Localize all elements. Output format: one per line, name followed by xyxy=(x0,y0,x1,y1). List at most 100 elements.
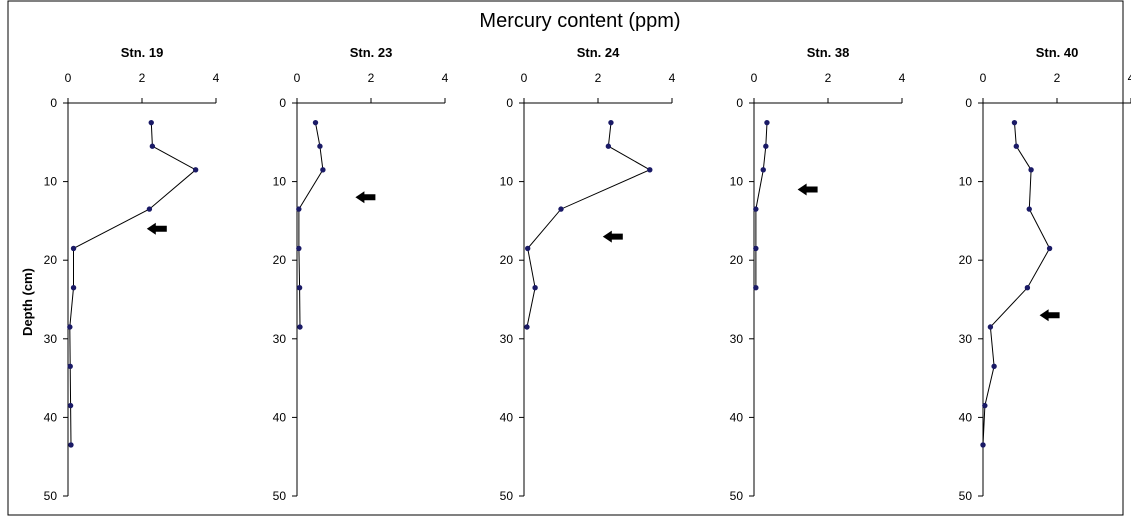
y-tick-label: 0 xyxy=(279,96,286,110)
y-tick-label: 30 xyxy=(959,332,973,346)
series-line xyxy=(755,122,768,288)
arrow-marker xyxy=(602,230,623,243)
x-tick-label: 0 xyxy=(65,71,72,85)
data-point xyxy=(1011,119,1018,126)
x-tick-label: 0 xyxy=(294,71,301,85)
data-point xyxy=(991,363,997,370)
x-tick-label: 0 xyxy=(521,71,528,85)
y-tick-label: 10 xyxy=(273,175,287,189)
data-point xyxy=(1028,167,1034,173)
data-point xyxy=(1046,245,1053,252)
y-tick-label: 40 xyxy=(44,410,58,424)
x-tick-label: 2 xyxy=(825,71,832,85)
data-point xyxy=(753,245,759,252)
data-point xyxy=(70,285,77,291)
y-tick-label: 10 xyxy=(44,175,58,189)
y-tick-label: 40 xyxy=(500,410,514,424)
data-point xyxy=(753,285,759,291)
y-tick-label: 50 xyxy=(730,489,744,503)
x-tick-label: 4 xyxy=(669,71,676,85)
arrow-marker xyxy=(146,222,167,235)
data-point xyxy=(149,143,156,149)
panel-title: Stn. 19 xyxy=(121,45,164,60)
figure-frame xyxy=(7,0,1124,516)
data-point xyxy=(312,119,319,126)
data-point xyxy=(608,119,614,126)
y-tick-label: 10 xyxy=(730,175,744,189)
x-tick-label: 0 xyxy=(751,71,758,85)
y-tick-label: 20 xyxy=(959,253,973,267)
y-tick-label: 30 xyxy=(500,332,514,346)
data-point xyxy=(70,245,77,252)
data-point xyxy=(297,324,303,330)
data-point xyxy=(980,442,986,448)
y-tick-label: 0 xyxy=(506,96,513,110)
y-axis-label: Depth (cm) xyxy=(20,268,35,336)
data-point xyxy=(763,143,769,149)
x-tick-label: 4 xyxy=(442,71,449,85)
y-tick-label: 0 xyxy=(965,96,972,110)
panel-title: Stn. 38 xyxy=(807,45,850,60)
y-tick-label: 50 xyxy=(959,489,973,503)
x-tick-label: 2 xyxy=(368,71,375,85)
y-tick-label: 10 xyxy=(959,175,973,189)
data-point xyxy=(67,363,73,370)
x-tick-label: 0 xyxy=(980,71,987,85)
y-tick-label: 40 xyxy=(730,410,744,424)
y-tick-label: 40 xyxy=(959,410,973,424)
arrow-marker xyxy=(797,183,818,196)
x-tick-label: 2 xyxy=(139,71,146,85)
y-tick-label: 50 xyxy=(44,489,58,503)
data-point xyxy=(192,167,199,173)
data-point xyxy=(982,402,988,409)
data-point xyxy=(605,143,612,149)
data-point xyxy=(317,143,323,149)
panel-title: Stn. 23 xyxy=(350,45,393,60)
arrow-marker xyxy=(355,191,376,204)
data-point xyxy=(760,167,766,173)
data-point xyxy=(296,206,302,212)
x-tick-label: 4 xyxy=(899,71,906,85)
data-point xyxy=(987,324,994,330)
arrow-marker xyxy=(1039,309,1060,322)
y-tick-label: 20 xyxy=(500,253,514,267)
x-tick-label: 4 xyxy=(1128,71,1131,85)
data-point xyxy=(296,245,302,252)
panel-5: Stn. 4002401020304050 xyxy=(959,45,1131,503)
data-point xyxy=(764,119,770,126)
data-point xyxy=(524,324,530,330)
y-tick-label: 20 xyxy=(730,253,744,267)
data-point xyxy=(753,206,759,212)
data-point xyxy=(67,402,74,409)
data-point xyxy=(320,167,326,173)
data-point xyxy=(1024,285,1031,291)
y-tick-label: 0 xyxy=(50,96,57,110)
y-tick-label: 50 xyxy=(500,489,514,503)
x-tick-label: 2 xyxy=(1054,71,1061,85)
chart-title: Mercury content (ppm) xyxy=(479,10,680,32)
series-line xyxy=(69,122,197,445)
data-point xyxy=(558,206,564,212)
y-tick-label: 30 xyxy=(730,332,744,346)
y-tick-label: 20 xyxy=(44,253,58,267)
data-point xyxy=(67,324,73,330)
series-line xyxy=(982,122,1051,445)
y-tick-label: 30 xyxy=(44,332,58,346)
y-tick-label: 50 xyxy=(273,489,287,503)
data-point xyxy=(525,245,531,252)
data-point xyxy=(146,206,153,212)
data-point xyxy=(296,285,303,291)
x-tick-label: 4 xyxy=(213,71,220,85)
panel-title: Stn. 40 xyxy=(1036,45,1079,60)
y-tick-label: 0 xyxy=(736,96,743,110)
data-point xyxy=(148,119,154,126)
y-tick-label: 40 xyxy=(273,410,287,424)
data-point xyxy=(532,285,538,291)
data-point xyxy=(68,442,74,448)
